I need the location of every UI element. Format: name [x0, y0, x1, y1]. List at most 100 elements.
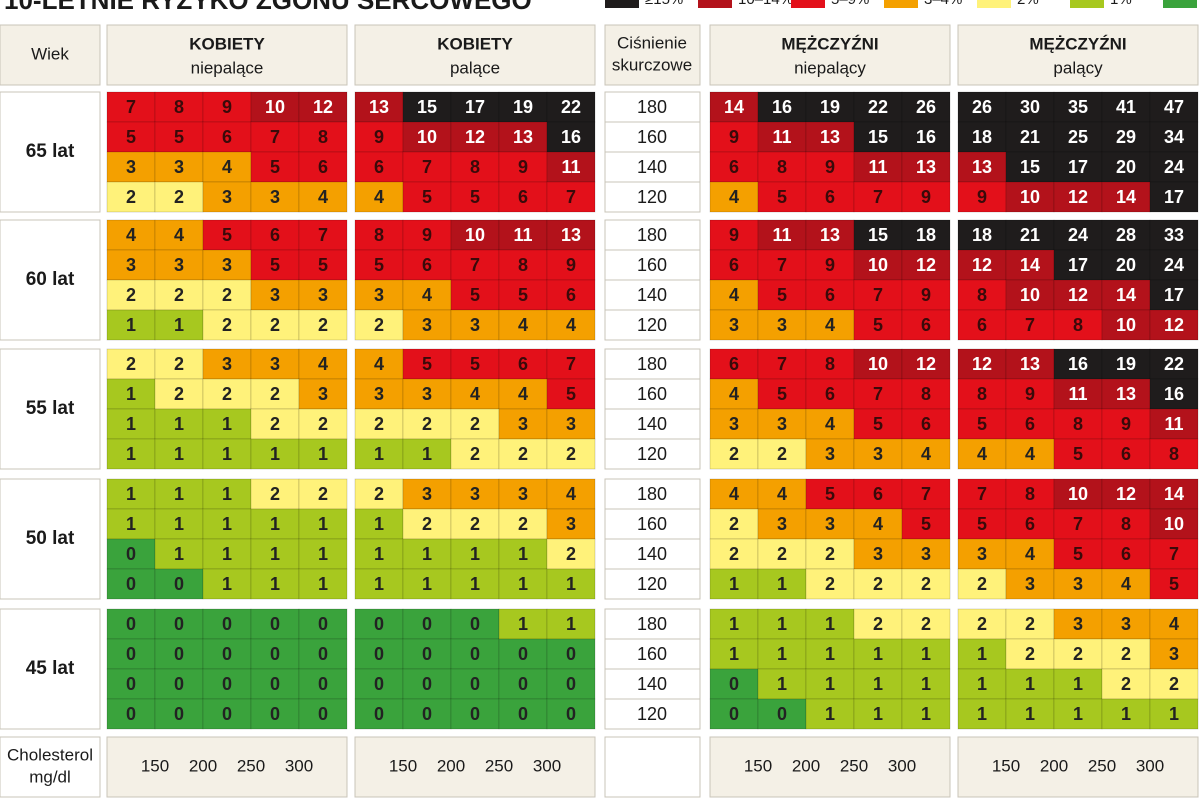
risk-cell	[106, 478, 156, 510]
risk-value: 1	[222, 514, 232, 534]
risk-value: 7	[566, 354, 576, 374]
bp-box	[604, 698, 701, 730]
risk-value: 14	[1164, 484, 1184, 504]
risk-value: 6	[825, 384, 835, 404]
risk-cell	[450, 608, 500, 640]
risk-value: 0	[270, 674, 280, 694]
risk-value: 1	[222, 544, 232, 564]
legend-label: 1%	[1110, 0, 1132, 8]
legend-swatch	[698, 0, 732, 8]
risk-cell	[1149, 91, 1199, 123]
risk-value: 10	[1020, 187, 1040, 207]
header-box	[957, 24, 1199, 86]
risk-value: 7	[1169, 544, 1179, 564]
risk-value: 2	[518, 514, 528, 534]
risk-value: 16	[772, 97, 792, 117]
risk-value: 3	[873, 444, 883, 464]
risk-cell	[250, 638, 300, 670]
risk-value: 1	[825, 614, 835, 634]
risk-value: 1	[174, 514, 184, 534]
risk-cell	[757, 91, 807, 123]
risk-value: 12	[1164, 315, 1184, 335]
risk-cell	[250, 378, 300, 410]
risk-value: 5	[777, 285, 787, 305]
risk-cell	[1005, 608, 1055, 640]
group-subtitle: palący	[1053, 58, 1103, 77]
risk-value: 1	[777, 644, 787, 664]
risk-cell	[709, 378, 759, 410]
risk-value: 1	[729, 614, 739, 634]
risk-value: 1	[977, 704, 987, 724]
risk-cell	[106, 121, 156, 153]
risk-value: 13	[820, 225, 840, 245]
risk-cell	[805, 438, 855, 470]
header-box	[0, 24, 101, 86]
risk-cell	[709, 348, 759, 380]
risk-value: 7	[873, 384, 883, 404]
risk-value: 3	[422, 315, 432, 335]
risk-cell	[450, 378, 500, 410]
risk-value: 7	[470, 255, 480, 275]
risk-cell	[757, 608, 807, 640]
risk-cell	[106, 249, 156, 281]
risk-cell	[450, 438, 500, 470]
risk-cell	[805, 698, 855, 730]
risk-value: 5	[566, 384, 576, 404]
risk-value: 13	[1116, 384, 1136, 404]
risk-cell	[154, 638, 204, 670]
risk-cell	[498, 378, 548, 410]
risk-cell	[546, 568, 596, 600]
risk-cell	[154, 91, 204, 123]
risk-value: 1	[222, 484, 232, 504]
risk-value: 4	[566, 315, 576, 335]
risk-value: 14	[1020, 255, 1040, 275]
risk-value: 20	[1116, 157, 1136, 177]
risk-value: 3	[729, 315, 739, 335]
risk-cell	[853, 121, 903, 153]
risk-value: 6	[825, 285, 835, 305]
risk-cell	[202, 249, 252, 281]
risk-value: 6	[825, 187, 835, 207]
risk-cell	[957, 249, 1007, 281]
risk-cell	[901, 151, 951, 183]
risk-cell	[853, 91, 903, 123]
risk-value: 8	[977, 384, 987, 404]
risk-cell	[1101, 249, 1151, 281]
risk-value: 1	[1169, 704, 1179, 724]
bp-box	[604, 668, 701, 700]
risk-cell	[1053, 478, 1103, 510]
risk-value: 11	[1068, 384, 1087, 404]
risk-value: 5	[470, 187, 480, 207]
group-subtitle: palące	[450, 58, 500, 77]
risk-value: 2	[126, 187, 136, 207]
risk-value: 1	[374, 444, 384, 464]
risk-value: 1	[518, 574, 528, 594]
risk-cell	[1149, 151, 1199, 183]
risk-cell	[1101, 438, 1151, 470]
risk-value: 6	[921, 414, 931, 434]
risk-value: 7	[1025, 315, 1035, 335]
risk-value: 2	[318, 315, 328, 335]
risk-value: 7	[1073, 514, 1083, 534]
risk-value: 3	[174, 255, 184, 275]
risk-cell	[546, 408, 596, 440]
risk-value: 12	[313, 97, 333, 117]
risk-value: 3	[1169, 644, 1179, 664]
footer-box	[709, 736, 951, 798]
risk-value: 2	[174, 187, 184, 207]
legend-label: 5–9%	[831, 0, 869, 8]
risk-cell	[154, 309, 204, 341]
risk-cell	[450, 309, 500, 341]
risk-cell	[957, 181, 1007, 213]
risk-cell	[1101, 698, 1151, 730]
risk-value: 0	[318, 704, 328, 724]
risk-cell	[450, 538, 500, 570]
bp-box	[604, 91, 701, 123]
risk-cell	[402, 508, 452, 540]
risk-value: 5	[470, 285, 480, 305]
risk-value: 13	[972, 157, 992, 177]
risk-value: 17	[1068, 255, 1088, 275]
bp-box	[604, 121, 701, 153]
risk-value: 1	[566, 614, 576, 634]
risk-value: 1	[270, 514, 280, 534]
